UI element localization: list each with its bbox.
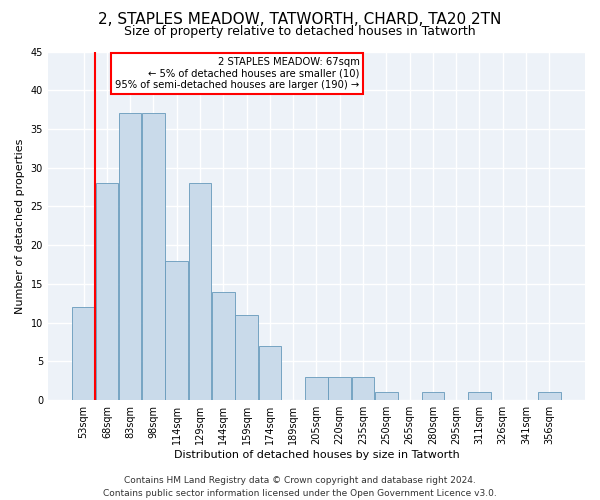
Y-axis label: Number of detached properties: Number of detached properties — [15, 138, 25, 314]
Bar — [119, 114, 142, 400]
X-axis label: Distribution of detached houses by size in Tatworth: Distribution of detached houses by size … — [173, 450, 460, 460]
Bar — [166, 260, 188, 400]
Text: Contains HM Land Registry data © Crown copyright and database right 2024.
Contai: Contains HM Land Registry data © Crown c… — [103, 476, 497, 498]
Bar — [468, 392, 491, 400]
Bar — [305, 377, 328, 400]
Bar — [352, 377, 374, 400]
Bar — [328, 377, 351, 400]
Text: 2 STAPLES MEADOW: 67sqm
← 5% of detached houses are smaller (10)
95% of semi-det: 2 STAPLES MEADOW: 67sqm ← 5% of detached… — [115, 56, 359, 90]
Bar — [375, 392, 398, 400]
Text: Size of property relative to detached houses in Tatworth: Size of property relative to detached ho… — [124, 25, 476, 38]
Bar — [142, 114, 165, 400]
Bar — [189, 183, 211, 400]
Bar — [259, 346, 281, 400]
Bar — [235, 315, 258, 400]
Bar — [212, 292, 235, 400]
Bar — [73, 307, 95, 400]
Bar — [422, 392, 444, 400]
Text: 2, STAPLES MEADOW, TATWORTH, CHARD, TA20 2TN: 2, STAPLES MEADOW, TATWORTH, CHARD, TA20… — [98, 12, 502, 28]
Bar — [538, 392, 560, 400]
Bar — [95, 183, 118, 400]
